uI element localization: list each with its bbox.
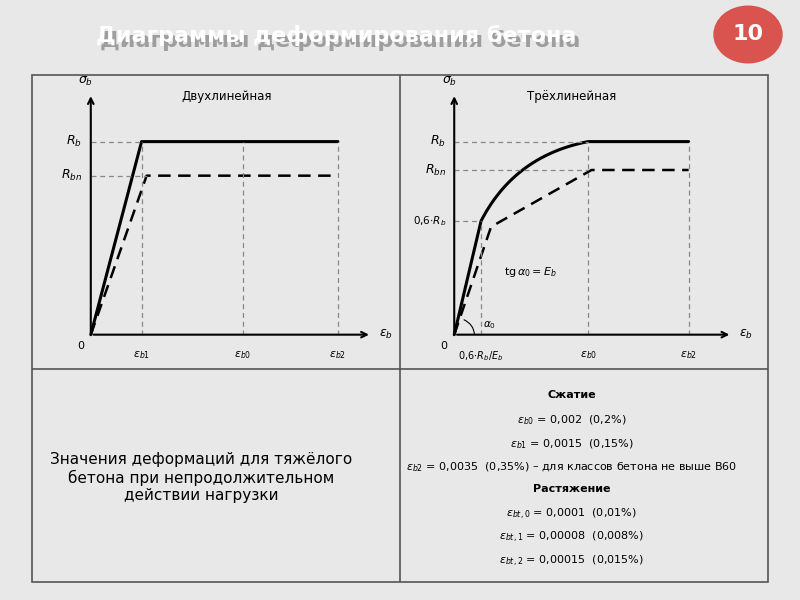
Text: Сжатие: Сжатие (547, 391, 596, 400)
Text: $\varepsilon_b$: $\varepsilon_b$ (378, 328, 393, 341)
Text: $R_{bn}$: $R_{bn}$ (425, 163, 446, 178)
Text: Диаграммы деформирования бетона: Диаграммы деформирования бетона (96, 25, 576, 46)
Text: 0: 0 (77, 341, 84, 351)
Text: $\varepsilon_{bt,2}$ = 0,00015  (0,015%): $\varepsilon_{bt,2}$ = 0,00015 (0,015%) (499, 554, 644, 569)
Text: $\varepsilon_{b0}$ = 0,002  (0,2%): $\varepsilon_{b0}$ = 0,002 (0,2%) (517, 414, 626, 427)
Text: $\varepsilon_{bt,0}$ = 0,0001  (0,01%): $\varepsilon_{bt,0}$ = 0,0001 (0,01%) (506, 507, 637, 522)
Ellipse shape (714, 6, 782, 63)
Text: Трёхлинейная: Трёхлинейная (527, 91, 616, 103)
Text: $0{,}6{\cdot}R_b$: $0{,}6{\cdot}R_b$ (413, 214, 446, 228)
Text: $\varepsilon_{b2}$: $\varepsilon_{b2}$ (330, 349, 346, 361)
Text: 0: 0 (441, 341, 448, 351)
Text: Двухлинейная: Двухлинейная (181, 91, 271, 103)
Text: $\varepsilon_{b1}$ = 0,0015  (0,15%): $\varepsilon_{b1}$ = 0,0015 (0,15%) (510, 437, 634, 451)
Text: $\varepsilon_b$: $\varepsilon_b$ (739, 328, 753, 341)
Text: $\varepsilon_{b2}$ = 0,0035  (0,35%) – для классов бетона не выше В60: $\varepsilon_{b2}$ = 0,0035 (0,35%) – дл… (406, 460, 737, 474)
Text: $\mathrm{tg}\,\alpha_0 = E_b$: $\mathrm{tg}\,\alpha_0 = E_b$ (505, 265, 558, 279)
Text: $\varepsilon_{b1}$: $\varepsilon_{b1}$ (133, 349, 150, 361)
Text: $R_b$: $R_b$ (66, 134, 82, 149)
Text: Диаграммы деформирования бетона: Диаграммы деформирования бетона (100, 29, 580, 50)
Text: $\varepsilon_{b2}$: $\varepsilon_{b2}$ (680, 349, 697, 361)
Text: $0{,}6{\cdot}R_b/E_b$: $0{,}6{\cdot}R_b/E_b$ (458, 349, 504, 362)
Text: $\varepsilon_{b0}$: $\varepsilon_{b0}$ (234, 349, 252, 361)
Text: Растяжение: Растяжение (533, 484, 610, 494)
Text: $\sigma_b$: $\sigma_b$ (442, 74, 457, 88)
Text: $\varepsilon_{b0}$: $\varepsilon_{b0}$ (579, 349, 597, 361)
Text: Значения деформаций для тяжёлого
бетона при непродолжительном
действии нагрузки: Значения деформаций для тяжёлого бетона … (50, 452, 353, 503)
Text: $R_b$: $R_b$ (430, 134, 446, 149)
Text: $\alpha_0$: $\alpha_0$ (482, 319, 496, 331)
Text: $R_{bn}$: $R_{bn}$ (61, 168, 82, 183)
Text: $\sigma_b$: $\sigma_b$ (78, 74, 94, 88)
Text: $\varepsilon_{bt,1}$ = 0,00008  (0,008%): $\varepsilon_{bt,1}$ = 0,00008 (0,008%) (499, 530, 644, 545)
Text: 10: 10 (733, 25, 763, 44)
